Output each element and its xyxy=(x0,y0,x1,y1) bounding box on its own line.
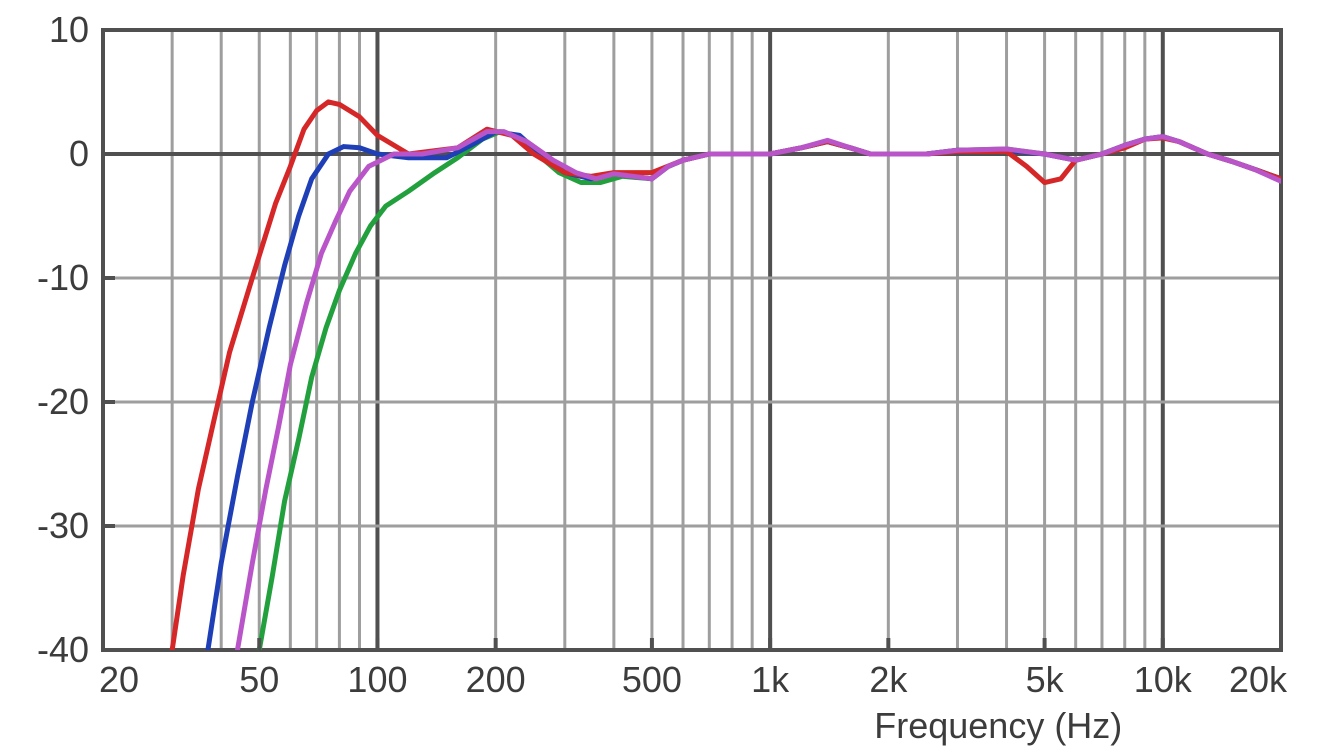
x-tick-label: 500 xyxy=(622,659,682,700)
x-tick-label: 5k xyxy=(1026,659,1065,700)
x-axis-label: Frequency (Hz) xyxy=(874,705,1122,746)
x-tick-label: 20k xyxy=(1229,659,1288,700)
frequency-response-chart: 20 50 100 200 500 1k 2k 5k 10k 20k -40 -30 -20 -10 0 10… xyxy=(0,0,1340,754)
x-tick-label: 10k xyxy=(1134,659,1193,700)
y-tick-label: 10 xyxy=(49,9,89,50)
y-tick-label: -30 xyxy=(37,505,89,546)
x-tick-label: 200 xyxy=(466,659,526,700)
x-tick-label: 100 xyxy=(347,659,407,700)
y-tick-label: 0 xyxy=(69,133,89,174)
x-tick-label: 50 xyxy=(239,659,279,700)
y-tick-label: -10 xyxy=(37,257,89,298)
chart-svg: 20 50 100 200 500 1k 2k 5k 10k 20k -40 -30 -20 -10 0 10… xyxy=(0,0,1340,754)
x-tick-label: 2k xyxy=(869,659,908,700)
y-tick-label: -20 xyxy=(37,381,89,422)
y-tick-label: -40 xyxy=(37,629,89,670)
x-tick-label: 20 xyxy=(99,659,139,700)
x-tick-label: 1k xyxy=(751,659,790,700)
